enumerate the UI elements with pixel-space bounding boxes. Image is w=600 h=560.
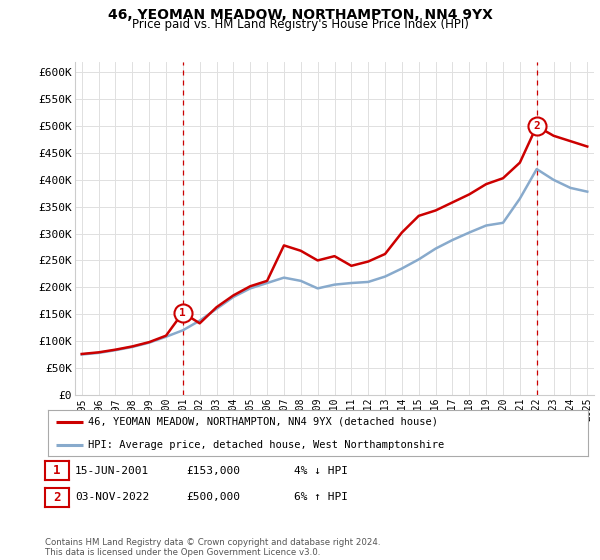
Text: Price paid vs. HM Land Registry's House Price Index (HPI): Price paid vs. HM Land Registry's House … [131, 18, 469, 31]
Text: 1: 1 [53, 464, 61, 478]
Text: Contains HM Land Registry data © Crown copyright and database right 2024.
This d: Contains HM Land Registry data © Crown c… [45, 538, 380, 557]
Text: 2: 2 [533, 121, 540, 131]
Text: 15-JUN-2001: 15-JUN-2001 [75, 466, 149, 476]
Text: 03-NOV-2022: 03-NOV-2022 [75, 492, 149, 502]
Text: £500,000: £500,000 [186, 492, 240, 502]
Text: 46, YEOMAN MEADOW, NORTHAMPTON, NN4 9YX (detached house): 46, YEOMAN MEADOW, NORTHAMPTON, NN4 9YX … [89, 417, 439, 427]
Text: 1: 1 [179, 307, 186, 318]
Text: 46, YEOMAN MEADOW, NORTHAMPTON, NN4 9YX: 46, YEOMAN MEADOW, NORTHAMPTON, NN4 9YX [107, 8, 493, 22]
Text: £153,000: £153,000 [186, 466, 240, 476]
Text: 2: 2 [53, 491, 61, 504]
Text: 6% ↑ HPI: 6% ↑ HPI [294, 492, 348, 502]
Text: HPI: Average price, detached house, West Northamptonshire: HPI: Average price, detached house, West… [89, 440, 445, 450]
Text: 4% ↓ HPI: 4% ↓ HPI [294, 466, 348, 476]
